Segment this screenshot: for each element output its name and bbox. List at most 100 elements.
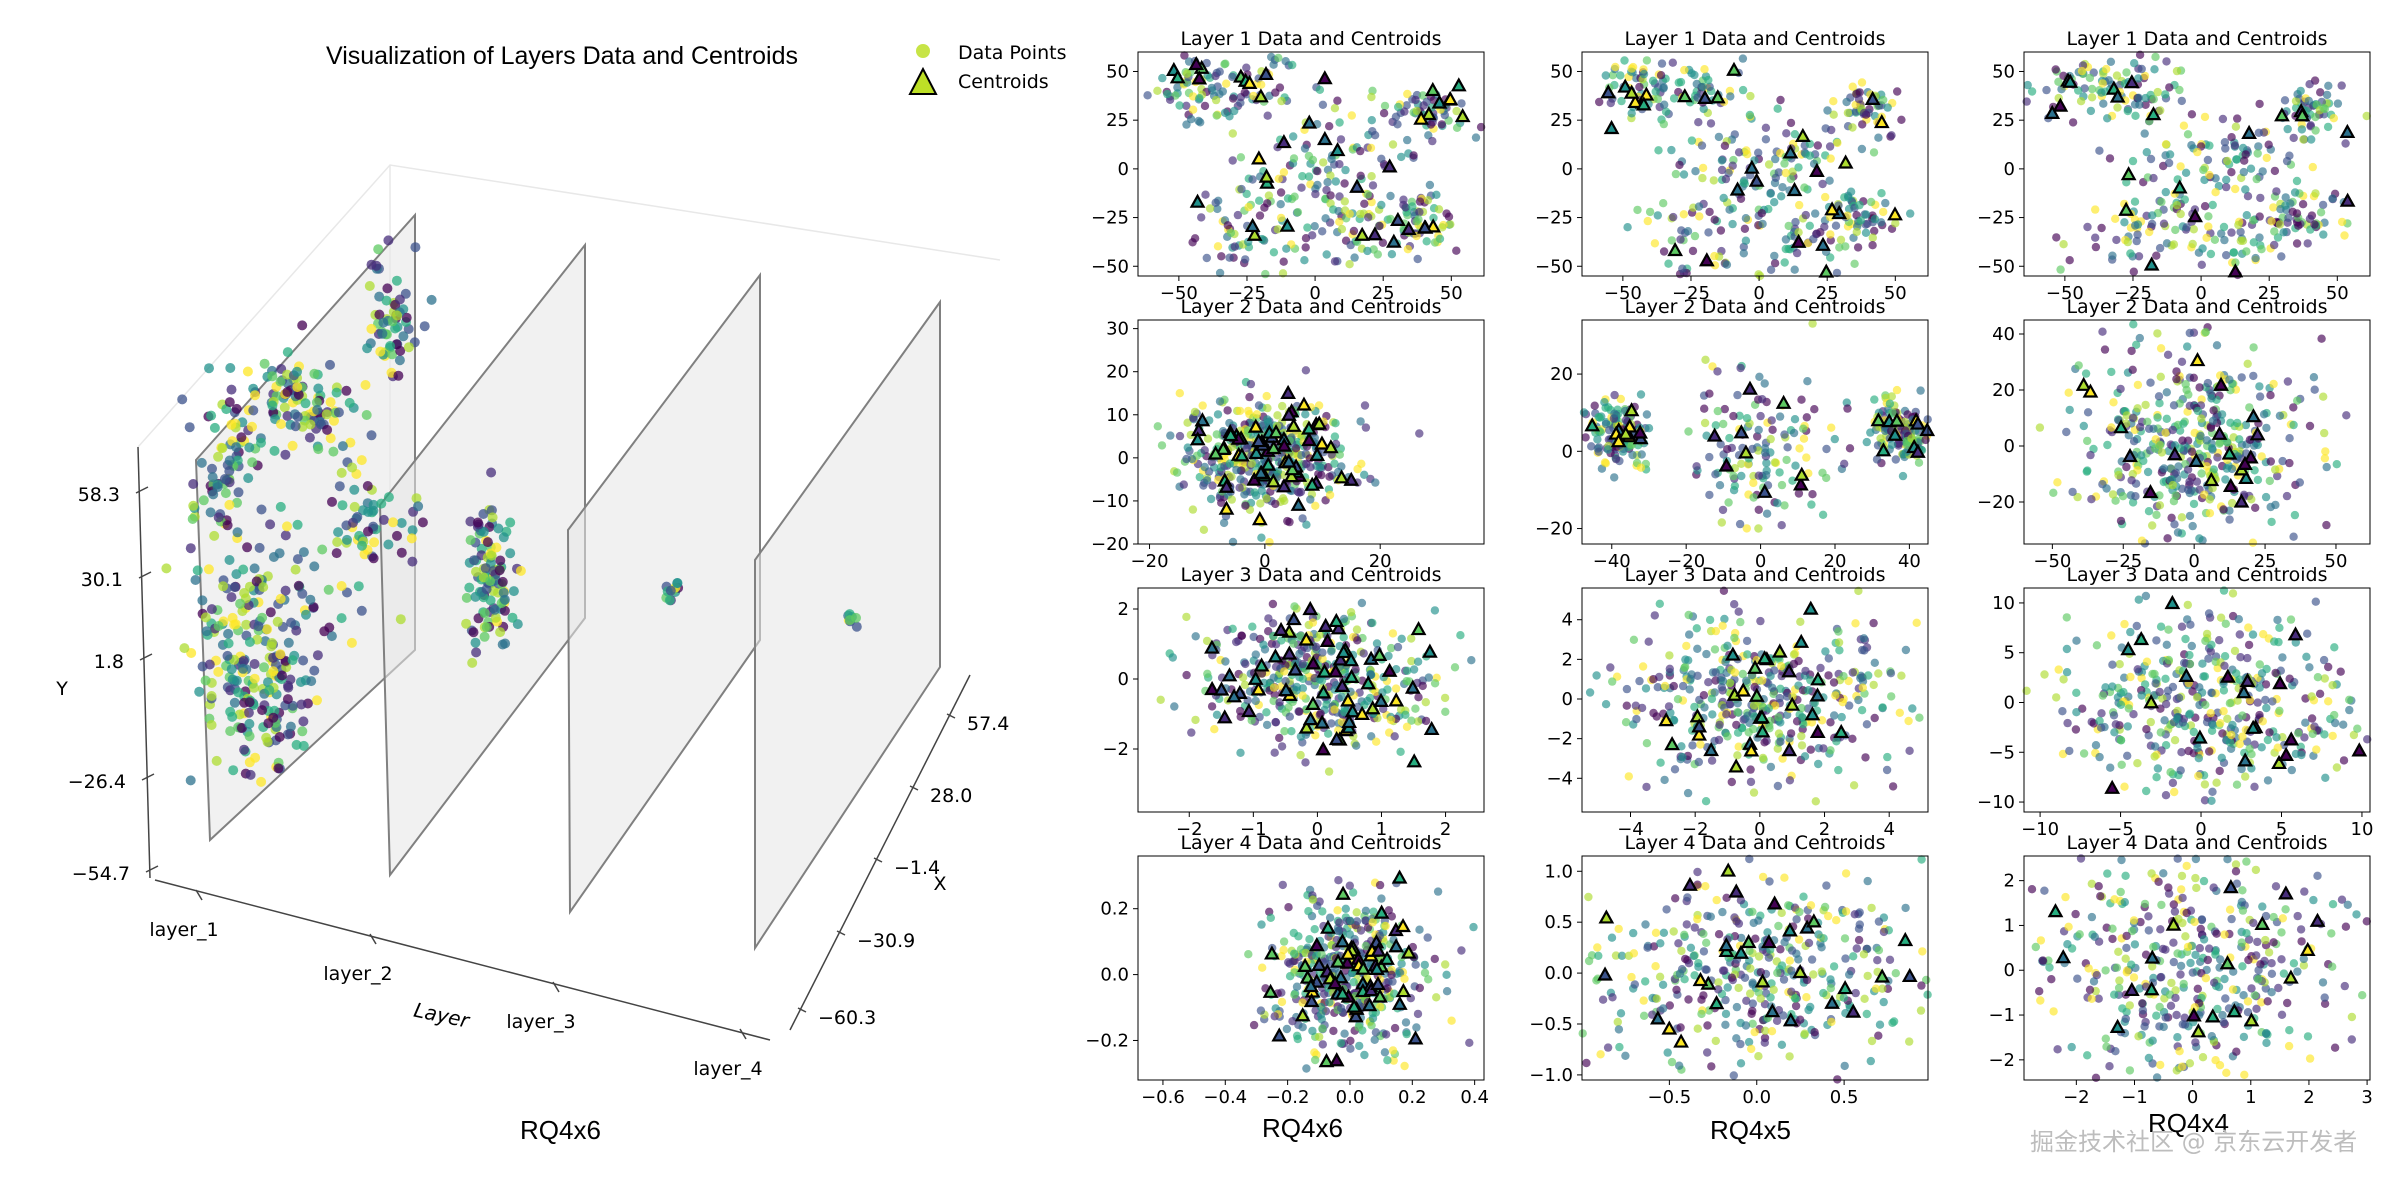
data-point [1725, 678, 1735, 688]
data-point [1671, 169, 1681, 179]
data-point [1611, 62, 1620, 72]
data-point [1335, 192, 1344, 201]
data-point [2235, 435, 2244, 444]
data-point [2151, 52, 2160, 62]
data-point [2097, 723, 2106, 732]
data-point [1269, 683, 1279, 692]
x-tick-label: 25 [2258, 283, 2281, 304]
data-point [1211, 198, 1220, 207]
data-point [1804, 686, 1813, 695]
centroid-marker [2287, 626, 2304, 641]
y-tick-label: 0 [2004, 159, 2015, 180]
data-point [1771, 154, 1780, 164]
data-point [1882, 765, 1892, 775]
data-point [1901, 645, 1911, 655]
data-point [1705, 82, 1714, 92]
data-point [1304, 172, 1314, 181]
data-point [2244, 640, 2254, 650]
data-point [1371, 478, 1380, 487]
data-point [1633, 205, 1642, 215]
data-point-3d [258, 582, 269, 593]
centroid-marker [1247, 418, 1264, 433]
data-point [2100, 345, 2110, 354]
centroid-marker [1809, 162, 1825, 177]
data-point-3d [356, 455, 367, 466]
axes-frame [1581, 319, 1929, 545]
data-point [1795, 444, 1804, 453]
centroid-marker [1349, 178, 1365, 193]
centroid-marker [1222, 426, 1239, 442]
data-point [2305, 663, 2314, 672]
data-point [2176, 209, 2185, 219]
data-point [1265, 538, 1274, 547]
centroid-marker [1315, 741, 1332, 756]
data-point [1610, 473, 1619, 482]
subplot-1-0: Layer 2 Data and Centroids−20 0 20−20−1001… [1091, 296, 1485, 572]
data-point [2116, 384, 2125, 394]
data-point [1897, 671, 1906, 680]
data-point [1267, 52, 1276, 62]
data-point [2098, 691, 2107, 700]
x-tick-label: 20 [1824, 551, 1847, 572]
data-point [1644, 637, 1653, 646]
x-tick-label: −1.4 [894, 857, 940, 879]
data-point [1228, 72, 1237, 82]
data-point [2222, 182, 2231, 192]
data-point-3d [244, 731, 255, 742]
data-point [2270, 240, 2279, 250]
data-point-3d [366, 430, 377, 441]
data-point [1346, 608, 1356, 617]
data-point [1221, 59, 1230, 68]
data-point-3d [304, 432, 315, 443]
data-point [1784, 221, 1793, 231]
centroid-marker [1280, 384, 1296, 399]
data-point [1748, 444, 1757, 454]
data-point [1213, 410, 1223, 419]
data-point [1774, 729, 1784, 738]
data-point [1822, 444, 1831, 454]
data-point-3d [489, 604, 500, 615]
data-point [2040, 670, 2049, 679]
data-point-3d [407, 556, 418, 567]
data-point [2308, 729, 2317, 739]
data-point [1402, 101, 1411, 110]
data-point-3d [290, 564, 301, 575]
data-point [1403, 135, 1412, 145]
data-point-3d [490, 612, 501, 623]
centroid-marker [1697, 89, 1713, 104]
data-point [1707, 694, 1717, 704]
data-point [1700, 404, 1709, 413]
data-point [2062, 644, 2072, 654]
centroid-marker [1250, 433, 1267, 448]
data-point [2197, 414, 2206, 423]
data-point-3d [376, 498, 387, 509]
data-point [1685, 630, 1694, 639]
data-point [1341, 165, 1350, 175]
data-point [1421, 716, 1431, 726]
data-point-3d [207, 463, 217, 474]
y-axis-label: Y [55, 678, 68, 700]
data-point-3d [290, 421, 301, 432]
data-point [2150, 752, 2159, 761]
data-point [1271, 499, 1280, 509]
data-point [2142, 148, 2151, 157]
data-point [1735, 519, 1745, 529]
centroid-marker [1910, 415, 1926, 430]
data-point [1790, 130, 1800, 139]
data-point [1764, 160, 1774, 169]
data-point [1232, 465, 1241, 475]
data-point [1664, 702, 1674, 711]
data-point [1386, 214, 1395, 224]
data-point [1336, 135, 1346, 144]
data-point-3d [336, 581, 347, 591]
centroid-marker [1381, 158, 1398, 173]
data-point [1283, 194, 1293, 203]
data-point [1837, 712, 1846, 722]
data-point [2215, 636, 2224, 645]
data-point [1248, 175, 1257, 184]
data-point [1738, 54, 1748, 63]
data-point [1605, 426, 1614, 435]
data-point [1283, 516, 1292, 526]
centroid-marker [1246, 471, 1263, 486]
data-point [1622, 701, 1632, 710]
